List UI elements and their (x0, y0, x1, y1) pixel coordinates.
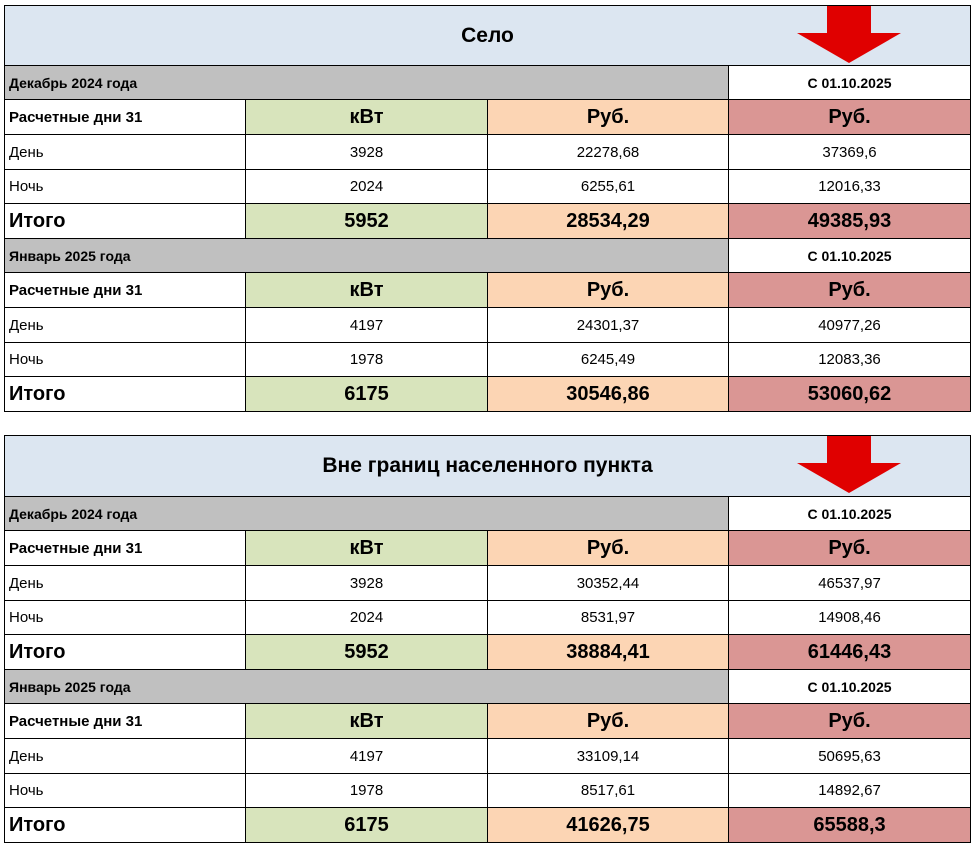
row-label: День (4, 134, 246, 170)
rub-new-header: Руб. (727, 530, 972, 566)
rub-new-value: 46537,97 (727, 565, 972, 601)
rub-total: 38884,41 (487, 634, 729, 670)
period-label: Январь 2025 года (4, 669, 729, 704)
kwt-value: 1978 (245, 773, 488, 808)
rub-new-total: 53060,62 (728, 376, 971, 412)
table-row: День 4197 24301,37 40977,26 (4, 307, 971, 343)
since-date-label: С 01.10.2025 (727, 496, 972, 531)
total-row: Итого 5952 28534,29 49385,93 (4, 203, 971, 239)
rub-value: 30352,44 (487, 565, 729, 601)
rub-new-header: Руб. (728, 99, 971, 135)
since-date-label: С 01.10.2025 (727, 669, 972, 704)
table-row: Ночь 2024 6255,61 12016,33 (4, 169, 971, 204)
kwt-header: кВт (245, 99, 488, 135)
rub-new-total: 65588,3 (727, 807, 972, 843)
rub-value: 24301,37 (487, 307, 729, 343)
row-label: День (4, 738, 246, 774)
rub-new-total: 61446,43 (727, 634, 972, 670)
kwt-value: 4197 (245, 307, 488, 343)
rub-new-value: 37369,6 (728, 134, 971, 170)
down-arrow-icon (797, 436, 901, 493)
rub-value: 22278,68 (487, 134, 729, 170)
rub-value: 33109,14 (487, 738, 729, 774)
rub-new-value: 50695,63 (727, 738, 972, 774)
rub-value: 8531,97 (487, 600, 729, 635)
since-date-label: С 01.10.2025 (728, 238, 971, 273)
kwt-total: 6175 (245, 807, 488, 843)
table-title-text: Село (461, 23, 514, 47)
row-label: День (4, 565, 246, 601)
table-row: День 3928 30352,44 46537,97 (4, 565, 972, 601)
kwt-header: кВт (245, 530, 488, 566)
days-label: Расчетные дни 31 (4, 99, 246, 135)
rub-new-total: 49385,93 (728, 203, 971, 239)
table-row: День 3928 22278,68 37369,6 (4, 134, 971, 170)
period-label: Январь 2025 года (4, 238, 729, 273)
table-row: Ночь 1978 8517,61 14892,67 (4, 773, 972, 808)
rub-new-header: Руб. (727, 703, 972, 739)
tariff-table-selo: Село Декабрь 2024 года С 01.10.2025 Расч… (4, 5, 971, 412)
period-label: Декабрь 2024 года (4, 65, 729, 100)
days-label: Расчетные дни 31 (4, 530, 246, 566)
total-label: Итого (4, 376, 246, 412)
kwt-total: 5952 (245, 634, 488, 670)
kwt-value: 4197 (245, 738, 488, 774)
kwt-total: 6175 (245, 376, 488, 412)
rub-value: 6245,49 (487, 342, 729, 377)
rub-new-value: 12016,33 (728, 169, 971, 204)
rub-new-header: Руб. (728, 272, 971, 308)
rub-value: 6255,61 (487, 169, 729, 204)
rub-header: Руб. (487, 99, 729, 135)
days-label: Расчетные дни 31 (4, 703, 246, 739)
row-label: Ночь (4, 342, 246, 377)
rub-header: Руб. (487, 272, 729, 308)
total-row: Итого 6175 30546,86 53060,62 (4, 376, 971, 412)
rub-new-value: 40977,26 (728, 307, 971, 343)
period-label: Декабрь 2024 года (4, 496, 729, 531)
kwt-value: 1978 (245, 342, 488, 377)
rub-total: 28534,29 (487, 203, 729, 239)
rub-header: Руб. (487, 530, 729, 566)
kwt-value: 2024 (245, 600, 488, 635)
total-label: Итого (4, 203, 246, 239)
rub-new-value: 12083,36 (728, 342, 971, 377)
total-label: Итого (4, 807, 246, 843)
table-title-text: Вне границ населенного пункта (322, 454, 653, 477)
table-row: Ночь 2024 8531,97 14908,46 (4, 600, 972, 635)
kwt-total: 5952 (245, 203, 488, 239)
kwt-value: 3928 (245, 134, 488, 170)
table-row: День 4197 33109,14 50695,63 (4, 738, 972, 774)
row-label: Ночь (4, 169, 246, 204)
total-label: Итого (4, 634, 246, 670)
days-label: Расчетные дни 31 (4, 272, 246, 308)
rub-header: Руб. (487, 703, 729, 739)
total-row: Итого 5952 38884,41 61446,43 (4, 634, 972, 670)
kwt-header: кВт (245, 272, 488, 308)
rub-total: 30546,86 (487, 376, 729, 412)
row-label: Ночь (4, 773, 246, 808)
since-date-label: С 01.10.2025 (728, 65, 971, 100)
rub-new-value: 14892,67 (727, 773, 972, 808)
rub-total: 41626,75 (487, 807, 729, 843)
total-row: Итого 6175 41626,75 65588,3 (4, 807, 972, 843)
table-title: Вне границ населенного пункта (3, 435, 972, 497)
table-row: Ночь 1978 6245,49 12083,36 (4, 342, 971, 377)
tariff-table-outside: Вне границ населенного пункта Декабрь 20… (3, 435, 972, 843)
rub-value: 8517,61 (487, 773, 729, 808)
down-arrow-icon (797, 6, 901, 63)
table-title: Село (4, 5, 971, 66)
row-label: Ночь (4, 600, 246, 635)
rub-new-value: 14908,46 (727, 600, 972, 635)
kwt-value: 2024 (245, 169, 488, 204)
kwt-value: 3928 (245, 565, 488, 601)
row-label: День (4, 307, 246, 343)
kwt-header: кВт (245, 703, 488, 739)
